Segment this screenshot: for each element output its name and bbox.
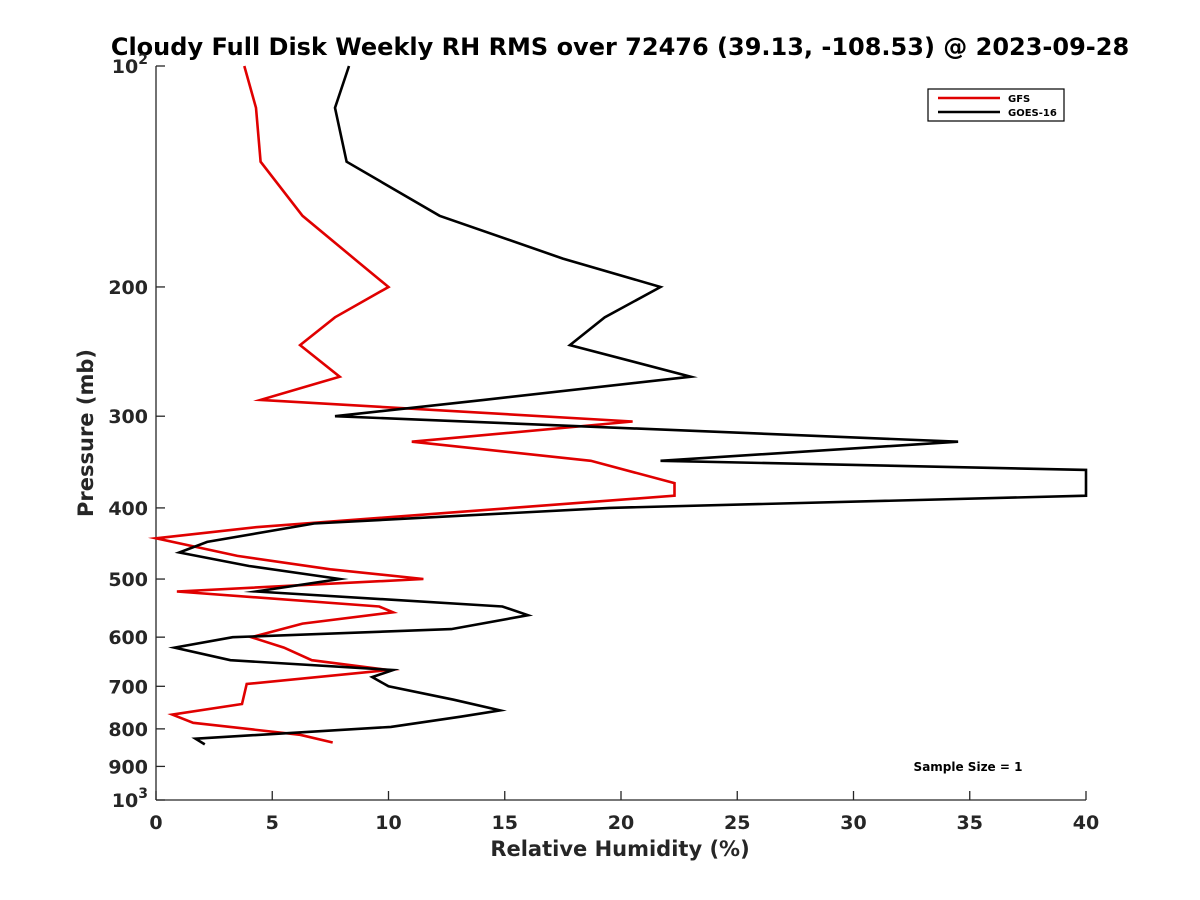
y-tick-label: 600 [108, 627, 148, 649]
x-tick-label: 20 [608, 812, 634, 834]
y-axis-label: Pressure (mb) [74, 349, 98, 517]
y-tick-label: 700 [108, 676, 148, 698]
sample-size-annotation: Sample Size = 1 [914, 760, 1023, 774]
series-line-goes-16 [168, 65, 1088, 746]
y-tick-label: 500 [108, 569, 148, 591]
legend-box [927, 88, 1065, 122]
legend: GFS GOES-16 [927, 88, 1065, 122]
y-tick-label: 103 [112, 786, 148, 812]
x-tick-label: 10 [375, 812, 401, 834]
y-tick-label: 400 [108, 498, 148, 520]
x-tick-label: 35 [957, 812, 983, 834]
legend-label-gfs: GFS [1008, 94, 1030, 105]
x-tick-label: 25 [724, 812, 750, 834]
x-tick-label: 0 [149, 812, 162, 834]
chart-title: Cloudy Full Disk Weekly RH RMS over 7247… [111, 33, 1129, 61]
series-layer [147, 65, 1088, 746]
y-tick-label: 200 [108, 277, 148, 299]
series-line-gfs [147, 65, 676, 744]
legend-label-goes-16: GOES-16 [1008, 108, 1057, 119]
y-tick-label: 800 [108, 719, 148, 741]
y-tick-label: 102 [112, 52, 148, 78]
y-tick-label: 900 [108, 756, 148, 778]
x-tick-label: 5 [266, 812, 279, 834]
x-tick-label: 15 [492, 812, 518, 834]
x-axis-label: Relative Humidity (%) [490, 837, 749, 861]
y-tick-label: 300 [108, 406, 148, 428]
x-tick-label: 40 [1073, 812, 1099, 834]
plot-area: 0 5 10 15 20 25 30 35 40 102 200 300 400 500 600 700 800… [108, 52, 1099, 834]
x-tick-label: 30 [840, 812, 866, 834]
